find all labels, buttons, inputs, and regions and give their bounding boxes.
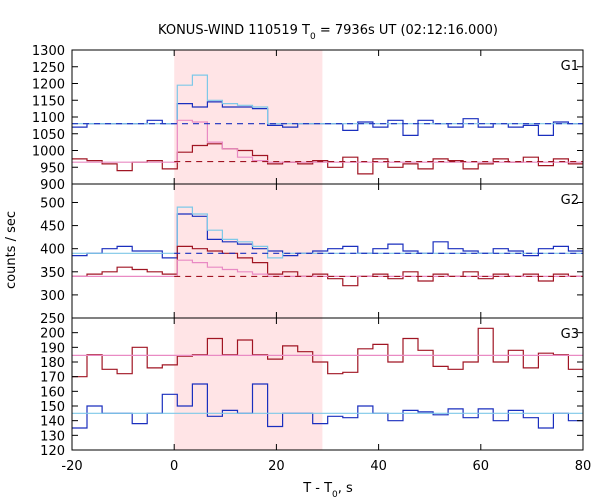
x-axis-label-sub: 0 [332, 490, 338, 500]
series-blue-step [72, 101, 583, 136]
panel-series-group [72, 206, 583, 287]
y-tick-label: 1050 [32, 128, 65, 143]
panel-frame [71, 317, 584, 451]
y-tick-label: 400 [40, 243, 65, 258]
series-blue-step [72, 213, 583, 259]
y-tick-label: 190 [40, 341, 65, 356]
chart-title: KONUS-WIND 110519 T0 = 7936s UT (02:12:1… [158, 23, 498, 42]
x-tick-label: 60 [473, 459, 490, 474]
y-tick-label: 200 [40, 327, 65, 342]
x-axis-label-main: T - T [302, 481, 332, 496]
panel-label: G1 [561, 59, 579, 74]
y-tick-label: 1250 [32, 61, 65, 76]
y-tick-label: 170 [40, 371, 65, 386]
chart-title-main: KONUS-WIND 110519 T [158, 23, 310, 38]
x-tick-label: 80 [575, 459, 592, 474]
series-red-step [72, 327, 583, 378]
x-axis-label-rest: , s [338, 481, 353, 496]
y-tick-label: 250 [40, 312, 65, 327]
panel-series-group [72, 327, 583, 429]
y-tick-label: 900 [40, 178, 65, 193]
series-light-blue-step [72, 206, 583, 259]
x-tick-label: 0 [170, 459, 178, 474]
y-tick-label: 450 [40, 220, 65, 235]
series-light-blue-step [72, 74, 583, 125]
y-tick-label: 950 [40, 161, 65, 176]
chart-title-sub: 0 [310, 32, 316, 42]
y-tick-label: 1000 [32, 145, 65, 160]
y-tick-label: 500 [40, 196, 65, 211]
y-tick-label: 300 [40, 289, 65, 304]
highlight-band [174, 50, 323, 450]
series-red-step [72, 245, 583, 287]
y-tick-label: 180 [40, 356, 65, 371]
panel-g2: 250 300 350 400 450 500 G2 [40, 183, 584, 327]
y-axis-label: counts / sec [4, 211, 19, 289]
series-pink-step [72, 259, 583, 277]
y-tick-label: 120 [40, 444, 65, 459]
x-tick-label: -20 [61, 459, 82, 474]
chart-title-rest: = 7936s UT (02:12:16.000) [316, 23, 498, 38]
x-tick-label: 20 [268, 459, 285, 474]
series-red-step [72, 143, 583, 175]
y-tick-label: 1200 [32, 78, 65, 93]
series-blue-step [72, 383, 583, 429]
x-tick-label: 40 [370, 459, 387, 474]
y-tick-label: 1300 [32, 44, 65, 59]
x-axis-label: T - T0, s [302, 481, 353, 500]
y-tick-label: 140 [40, 415, 65, 430]
series-pink-step [72, 119, 583, 163]
y-tick-label: 150 [40, 400, 65, 415]
y-tick-label: 1150 [32, 94, 65, 109]
y-tick-label: 1100 [32, 111, 65, 126]
y-tick-label: 160 [40, 385, 65, 400]
y-tick-label: 130 [40, 429, 65, 444]
plot-area: 9009501000105011001150120012501300G12503… [32, 44, 592, 474]
panel-series-group [72, 74, 583, 175]
panel-label: G3 [561, 327, 579, 342]
panel-label: G2 [561, 193, 579, 208]
y-tick-label: 350 [40, 266, 65, 281]
